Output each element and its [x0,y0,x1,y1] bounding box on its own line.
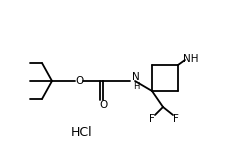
Text: O: O [99,100,107,110]
Text: O: O [75,76,83,86]
Text: F: F [173,114,179,124]
Text: F: F [149,114,155,124]
Text: HCl: HCl [71,127,93,140]
Text: N: N [132,72,140,82]
Text: NH: NH [183,54,199,64]
Text: H: H [133,82,139,91]
